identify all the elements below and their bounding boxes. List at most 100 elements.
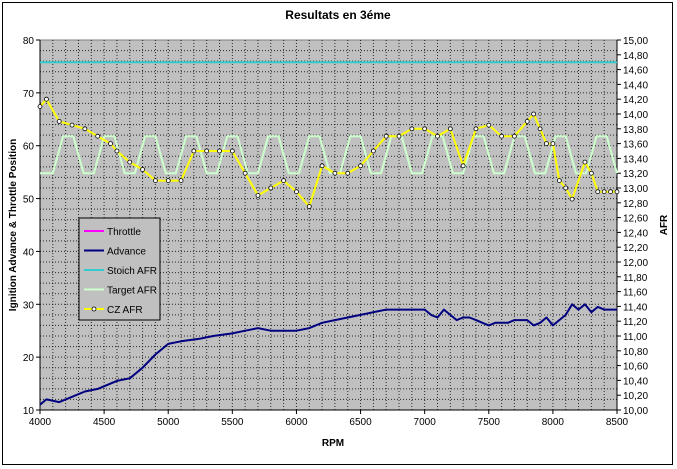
y-right-tick-label: 13,20: [623, 169, 648, 180]
x-axis-label: RPM: [322, 438, 344, 449]
data-point-cz-afr: [178, 178, 184, 184]
data-point-cz-afr: [281, 178, 287, 184]
x-tick-label: 8000: [542, 417, 565, 428]
y-right-tick-label: 15,00: [623, 36, 648, 47]
data-point-cz-afr: [140, 167, 145, 172]
data-point-cz-afr: [82, 126, 88, 132]
chart-title: Resultats en 3éme: [285, 8, 391, 22]
y-left-tick-label: 10: [23, 406, 35, 417]
legend-label-target-afr: Target AFR: [107, 286, 157, 297]
data-point-cz-afr: [588, 170, 594, 176]
y-right-tick-label: 11,20: [623, 317, 648, 328]
y-right-tick-label: 12,00: [623, 258, 648, 269]
data-point-cz-afr: [422, 126, 428, 132]
series-line-target-afr: [40, 135, 618, 175]
data-point-cz-afr: [114, 148, 120, 154]
y-right-tick-label: 13,80: [623, 125, 648, 136]
data-point-cz-afr: [204, 148, 210, 154]
y-right-tick-label: 14,60: [623, 66, 648, 77]
series-line-advance: [39, 303, 617, 406]
x-tick-label: 7000: [414, 417, 437, 428]
y-right-tick-label: 14,00: [623, 110, 648, 121]
data-point-cz-afr: [531, 111, 537, 117]
y-left-tick-label: 80: [23, 36, 35, 47]
y-left-tick-label: 70: [23, 89, 35, 100]
y-right-tick-label: 10,20: [623, 391, 648, 402]
y-right-tick-label: 11,60: [623, 288, 648, 299]
y-right-tick-label: 11,80: [623, 273, 648, 284]
data-point-cz-afr: [69, 122, 75, 128]
data-point-cz-afr: [409, 126, 415, 132]
x-tick-label: 7500: [478, 417, 501, 428]
data-point-cz-afr: [332, 170, 338, 176]
y-left-tick-label: 60: [23, 142, 35, 153]
data-point-cz-afr: [563, 185, 569, 191]
x-tick-label: 6000: [285, 417, 308, 428]
data-point-cz-afr: [614, 189, 620, 195]
legend-label-throttle: Throttle: [107, 227, 141, 238]
y-axis-left-label: Ignition Advance & Throttle Position: [8, 139, 19, 311]
data-point-cz-afr: [499, 133, 505, 139]
x-tick-label: 5000: [157, 417, 180, 428]
data-point-cz-afr: [358, 163, 363, 169]
data-point-cz-afr: [383, 133, 389, 139]
y-right-tick-label: 12,20: [623, 243, 648, 254]
y-right-tick-label: 11,00: [623, 332, 648, 343]
data-point-cz-afr: [306, 204, 312, 209]
data-point-cz-afr: [191, 148, 197, 154]
data-point-cz-afr: [396, 133, 402, 139]
x-tick-label: 4000: [29, 417, 52, 428]
data-point-cz-afr: [512, 133, 517, 139]
y-right-tick-label: 10,40: [623, 376, 648, 387]
data-point-cz-afr: [319, 163, 325, 169]
y-axis-right-label: AFR: [659, 214, 670, 235]
data-point-cz-afr: [127, 159, 133, 165]
x-tick-label: 4500: [93, 417, 116, 428]
data-point-cz-afr: [608, 189, 613, 195]
y-left-tick-label: 20: [23, 353, 35, 364]
y-right-tick-label: 10,00: [623, 406, 648, 417]
data-point-cz-afr: [550, 141, 556, 147]
data-point-cz-afr: [524, 119, 530, 124]
data-point-cz-afr: [486, 122, 492, 128]
data-point-cz-afr: [56, 119, 62, 124]
data-point-cz-afr: [345, 170, 351, 176]
data-point-cz-afr: [242, 170, 248, 176]
data-point-cz-afr: [473, 126, 479, 132]
data-point-cz-afr: [370, 148, 376, 154]
legend-marker-cz-afr: [91, 306, 97, 312]
x-tick-label: 6500: [349, 417, 372, 428]
y-right-tick-label: 10,80: [623, 347, 648, 358]
data-point-cz-afr: [152, 178, 158, 184]
x-tick-label: 5500: [221, 417, 244, 428]
y-right-tick-label: 14,80: [623, 51, 648, 62]
data-point-cz-afr: [37, 104, 43, 109]
data-point-cz-afr: [569, 196, 575, 202]
data-point-cz-afr: [108, 141, 113, 147]
data-point-cz-afr: [44, 96, 49, 102]
y-right-tick-label: 13,00: [623, 184, 648, 195]
y-right-tick-label: 12,80: [623, 199, 648, 210]
y-left-tick-label: 50: [23, 195, 35, 206]
y-right-tick-label: 13,40: [623, 154, 648, 165]
legend: Throttle Advance Stoich AFR Target AFR CZ AF…: [78, 217, 161, 321]
legend-label-cz-afr: CZ AFR: [107, 305, 143, 316]
data-point-cz-afr: [460, 163, 466, 169]
y-right-tick-label: 10,60: [623, 362, 648, 373]
data-point-cz-afr: [595, 189, 601, 195]
data-point-cz-afr: [268, 185, 274, 191]
data-point-cz-afr: [95, 133, 101, 139]
data-point-cz-afr: [165, 178, 171, 184]
data-point-cz-afr: [255, 192, 261, 198]
data-point-cz-afr: [556, 178, 562, 184]
y-right-tick-label: 11,40: [623, 302, 648, 313]
y-right-tick-label: 12,60: [623, 214, 648, 225]
y-right-tick-label: 14,20: [623, 95, 648, 106]
data-point-cz-afr: [217, 148, 222, 154]
y-right-tick-label: 14,40: [623, 80, 648, 91]
data-point-cz-afr: [447, 126, 453, 132]
data-point-cz-afr: [582, 159, 588, 165]
data-point-cz-afr: [601, 189, 607, 195]
y-right-tick-label: 12,40: [623, 228, 648, 239]
